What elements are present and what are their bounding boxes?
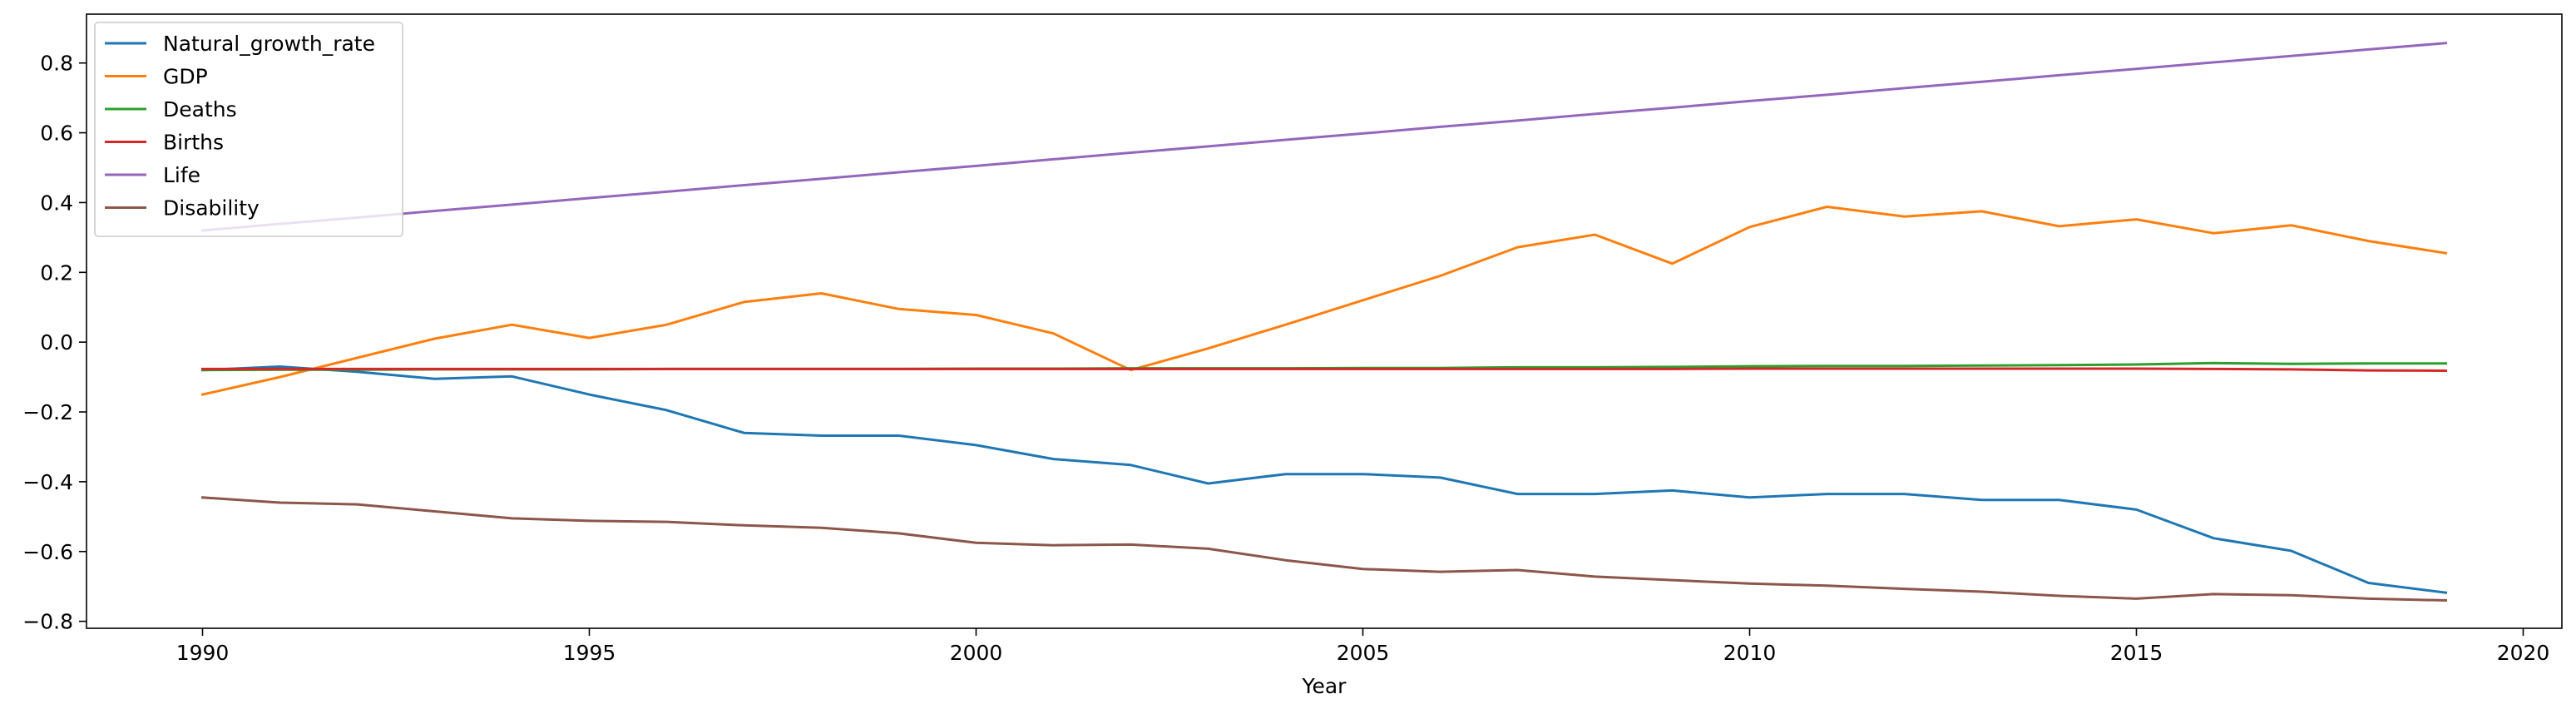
x-tick-label: 2010: [1723, 641, 1777, 665]
x-tick-label: 1995: [563, 641, 616, 665]
y-tick-label: 0.4: [40, 191, 73, 215]
series-lines: [200, 42, 2448, 602]
x-tick-label: 2015: [2110, 641, 2163, 665]
legend: Natural_growth_rate GDP Deaths Births Life Di…: [94, 22, 403, 237]
legend-label-disability: Disability: [163, 196, 260, 221]
series-line-disability: [200, 496, 2448, 602]
x-tick-label: 2020: [2497, 641, 2550, 665]
legend-box: [94, 22, 403, 237]
series-line-gdp: [200, 206, 2448, 396]
legend-label-births: Births: [163, 131, 224, 155]
y-tick-label: −0.4: [22, 470, 73, 494]
x-tick-label: 1990: [176, 641, 230, 665]
y-tick-label: −0.2: [22, 400, 73, 424]
x-axis-label: Year: [1302, 674, 1347, 698]
legend-label-deaths: Deaths: [163, 97, 237, 121]
y-tick-label: 0.8: [40, 52, 73, 76]
plot-area-frame: [86, 13, 2563, 629]
x-tick-label: 2005: [1337, 641, 1390, 665]
series-line-life: [200, 42, 2448, 232]
series-line-natural-growth-rate: [200, 365, 2448, 594]
y-tick-label: 0.0: [40, 330, 73, 355]
legend-label-natural-growth-rate: Natural_growth_rate: [163, 32, 375, 56]
legend-label-life: Life: [163, 163, 200, 187]
y-tick-label: −0.6: [22, 540, 73, 564]
x-tick-label: 2000: [950, 641, 1003, 665]
series-line-births: [201, 367, 2448, 373]
axis-ticks: 1990 1995 2000 2005 2010 2015 2020 −0.8 −0.6 −0.4…: [22, 52, 2549, 665]
y-tick-label: 0.6: [40, 121, 73, 146]
legend-label-gdp: GDP: [163, 65, 208, 89]
y-tick-label: −0.8: [22, 610, 73, 634]
y-tick-label: 0.2: [40, 260, 73, 285]
